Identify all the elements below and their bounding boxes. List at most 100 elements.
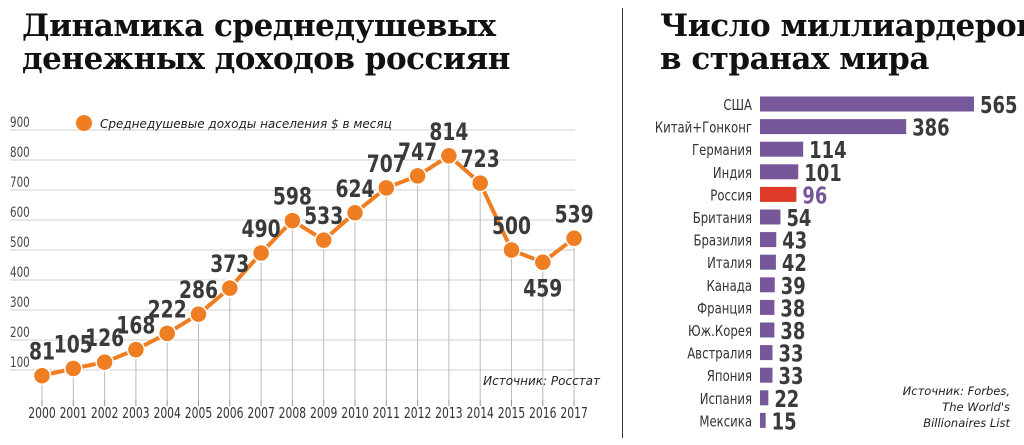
bar-chart-title: Число миллиардеров в странах мира [660, 10, 1024, 76]
data-label: 286 [179, 277, 218, 305]
data-point [439, 146, 459, 166]
x-tick-label: 2007 [247, 405, 274, 422]
data-label: 723 [461, 146, 500, 174]
data-point [345, 203, 365, 223]
data-label: 707 [367, 151, 406, 179]
line-chart-title: Динамика среднедушевых денежных доходов … [22, 8, 511, 77]
x-tick-label: 2016 [529, 405, 556, 422]
bar-value-label: 386 [912, 114, 949, 141]
data-label: 373 [210, 251, 249, 279]
legend-marker [76, 115, 92, 131]
y-tick-label: 100 [10, 355, 30, 371]
bar-value-label: 39 [781, 273, 806, 300]
bar-chart-source-line3: Billionaires List [923, 416, 1010, 430]
income-line-chart: 100 200 300 400 500 600 700 800 900 2000 2001 2002… [10, 115, 601, 423]
bar-value-label: 101 [804, 160, 841, 187]
billionaires-bar [760, 119, 907, 135]
bar-value-label: 114 [809, 137, 846, 164]
data-label: 490 [242, 216, 281, 244]
country-label: Британия [693, 211, 752, 228]
x-tick-label: 2017 [560, 405, 587, 422]
x-tick-label: 2003 [122, 405, 149, 422]
x-tick-label: 2005 [185, 405, 212, 422]
bar-value-label: 22 [774, 386, 799, 413]
data-point [32, 366, 52, 385]
x-tick-label: 2014 [466, 405, 493, 422]
x-tick-label: 2002 [91, 405, 118, 422]
data-label: 81 [29, 339, 55, 367]
y-tick-label: 800 [10, 145, 30, 161]
country-label: Индия [713, 166, 752, 183]
data-label: 222 [148, 296, 187, 324]
billionaires-bar [760, 390, 769, 406]
billionaires-bar [760, 322, 775, 338]
data-label: 598 [273, 183, 312, 211]
data-point [314, 230, 333, 250]
bar-value-label: 38 [780, 295, 805, 322]
data-label: 814 [429, 119, 468, 147]
line-chart-source: Источник: Росстат [483, 374, 601, 388]
bar-chart-source-line1: Источник: Forbes, [903, 384, 1010, 398]
data-point [283, 211, 302, 230]
billionaires-bar [760, 186, 797, 202]
x-tick-label: 2000 [28, 405, 55, 422]
x-tick-label: 2006 [216, 405, 243, 422]
line-chart-title-line1: Динамика среднедушевых [22, 8, 496, 44]
country-label: Мексика [699, 414, 752, 431]
data-label: 168 [116, 312, 155, 340]
country-label: Япония [707, 369, 752, 386]
billionaires-bar [760, 96, 974, 112]
country-label: Италия [707, 256, 752, 273]
country-label: Канада [706, 279, 752, 296]
country-label: Россия [710, 188, 752, 205]
data-label: 624 [335, 176, 374, 204]
x-tick-label: 2013 [435, 405, 462, 422]
country-label: Китай+Гонконг [655, 120, 752, 137]
data-label: 105 [54, 331, 93, 359]
x-tick-label: 2004 [153, 405, 180, 422]
data-point [64, 359, 83, 378]
billionaires-bar [760, 277, 775, 293]
y-tick-label: 300 [10, 295, 30, 311]
x-tick-label: 2015 [498, 405, 525, 422]
bar-chart-title-line2: в странах мира [660, 41, 929, 77]
data-point [408, 166, 427, 186]
data-label: 539 [555, 201, 594, 229]
data-point [564, 229, 584, 248]
line-chart-title-line2: денежных доходов россиян [22, 41, 511, 77]
bar-value-label: 54 [786, 205, 811, 232]
data-point [470, 173, 490, 193]
bar-value-label: 96 [802, 182, 827, 209]
x-tick-label: 2009 [310, 405, 337, 422]
y-tick-label: 700 [10, 175, 30, 191]
legend-label: Среднедушевые доходы населения $ в месяц [100, 117, 392, 131]
billionaires-bar [760, 254, 776, 270]
bar-chart-title-line1: Число миллиардеров [660, 8, 1024, 44]
bar-value-label: 38 [780, 318, 805, 345]
billionaires-bar [760, 141, 804, 157]
data-label: 500 [492, 213, 531, 241]
x-tick-label: 2001 [60, 405, 87, 422]
country-label: Бразилия [693, 233, 752, 250]
data-label: 126 [85, 325, 124, 353]
y-tick-label: 400 [10, 265, 30, 281]
bar-value-label: 15 [772, 408, 797, 435]
data-label: 459 [523, 275, 562, 303]
bar-value-label: 33 [778, 363, 803, 390]
x-tick-label: 2011 [373, 405, 400, 422]
data-point [95, 352, 114, 372]
data-point [189, 304, 208, 324]
data-point [533, 253, 553, 272]
chart-divider [622, 8, 623, 438]
x-tick-label: 2008 [279, 405, 306, 422]
billionaires-bar [760, 345, 773, 361]
country-label: Австралия [687, 346, 752, 363]
data-point [251, 243, 271, 263]
billionaires-bar [760, 209, 781, 225]
data-point [502, 240, 521, 260]
billionaires-bar [760, 164, 799, 180]
x-tick-label: 2012 [404, 405, 431, 422]
billionaires-bar [760, 299, 775, 315]
billionaires-bar [760, 232, 777, 248]
y-tick-label: 900 [10, 115, 30, 131]
